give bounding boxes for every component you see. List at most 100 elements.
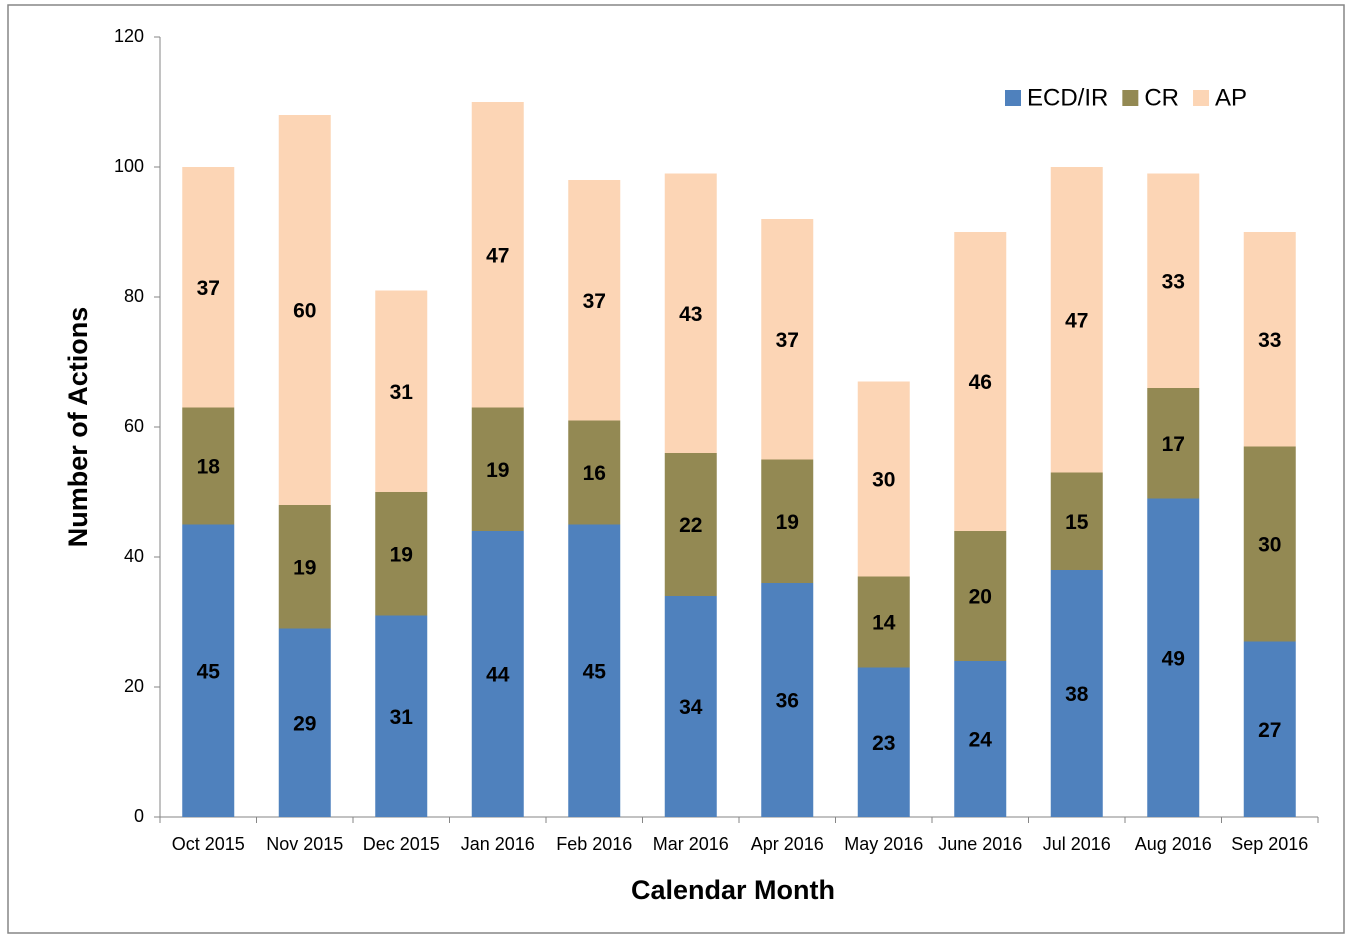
x-tick-label: Sep 2016 (1231, 834, 1308, 854)
data-label: 31 (390, 706, 414, 729)
bar-segment (954, 531, 1007, 661)
bar-segment (857, 576, 910, 668)
bar-segment (1147, 173, 1200, 388)
bar-segment (182, 167, 235, 408)
data-label: 37 (776, 329, 799, 352)
data-label: 23 (872, 732, 895, 755)
bar-segment (1050, 570, 1103, 817)
data-label: 19 (293, 556, 316, 579)
bar-segment (568, 524, 621, 817)
bar-segment (375, 615, 428, 817)
x-tick-label: May 2016 (844, 834, 923, 854)
data-label: 29 (293, 712, 316, 735)
bar-segment (375, 290, 428, 492)
bar-segment (1147, 498, 1200, 817)
y-tick-label: 40 (124, 546, 144, 566)
x-tick-label: June 2016 (938, 834, 1022, 854)
data-label: 46 (969, 371, 992, 394)
bar-segment (278, 505, 331, 629)
data-label: 30 (872, 469, 895, 492)
x-tick-label: Jan 2016 (461, 834, 535, 854)
data-label: 16 (583, 462, 606, 485)
bar-segment (857, 381, 910, 577)
data-label: 22 (679, 514, 702, 537)
data-label: 20 (969, 586, 992, 609)
data-label: 19 (486, 459, 509, 482)
bar-segment (568, 420, 621, 525)
data-label: 33 (1162, 270, 1185, 293)
data-label: 14 (872, 612, 896, 635)
data-label: 60 (293, 300, 316, 323)
y-tick-label: 100 (114, 156, 144, 176)
bar-segment (278, 115, 331, 505)
y-tick-label: 0 (134, 806, 144, 826)
data-label: 27 (1258, 719, 1281, 742)
y-tick-label: 80 (124, 286, 144, 306)
x-tick-label: Mar 2016 (653, 834, 729, 854)
bar-segment (761, 583, 814, 817)
data-label: 47 (1065, 309, 1088, 332)
data-label: 45 (197, 660, 221, 683)
y-tick-label: 20 (124, 676, 144, 696)
y-tick-label: 60 (124, 416, 144, 436)
data-label: 38 (1065, 683, 1089, 706)
bar-segment (761, 459, 814, 583)
data-label: 36 (776, 690, 799, 713)
data-label: 44 (486, 664, 510, 687)
x-tick-label: Jul 2016 (1043, 834, 1111, 854)
x-tick-label: Apr 2016 (751, 834, 824, 854)
data-label: 45 (583, 660, 607, 683)
y-axis-title: Number of Actions (63, 307, 93, 548)
bar-segment (954, 232, 1007, 531)
legend-swatch (1193, 90, 1210, 106)
x-tick-label: Dec 2015 (363, 834, 440, 854)
bar-segment (761, 219, 814, 460)
data-label: 37 (583, 290, 606, 313)
bar-segment (568, 180, 621, 421)
x-tick-label: Feb 2016 (556, 834, 632, 854)
data-label: 37 (197, 277, 220, 300)
legend-label: CR (1144, 84, 1179, 111)
data-label: 17 (1162, 433, 1185, 456)
bar-segment (1147, 388, 1200, 499)
data-label: 15 (1065, 511, 1089, 534)
data-label: 34 (679, 696, 703, 719)
legend-swatch (1005, 90, 1021, 106)
y-tick-label: 120 (114, 26, 144, 46)
bar-segment (375, 492, 428, 616)
bar-segment (471, 407, 524, 531)
data-label: 19 (776, 511, 799, 534)
bar-segment (664, 173, 717, 453)
data-label: 33 (1258, 329, 1281, 352)
bar-segment (471, 102, 524, 408)
bar-segment (1050, 167, 1103, 473)
data-label: 49 (1162, 647, 1185, 670)
bar-segment (857, 667, 910, 817)
bar-segment (1243, 446, 1296, 642)
bar-segment (1243, 232, 1296, 447)
x-tick-label: Oct 2015 (172, 834, 245, 854)
legend-label: ECD/IR (1027, 84, 1108, 111)
data-label: 24 (969, 729, 993, 752)
bar-segment (664, 453, 717, 596)
bar-segment (664, 596, 717, 817)
x-tick-label: Aug 2016 (1135, 834, 1212, 854)
data-label: 31 (390, 381, 414, 404)
bar-segment (1050, 472, 1103, 570)
data-label: 43 (679, 303, 702, 326)
bar-segment (182, 524, 235, 817)
x-tick-label: Nov 2015 (266, 834, 343, 854)
bar-segment (1243, 641, 1296, 817)
bar-segment (278, 628, 331, 817)
data-label: 19 (390, 543, 413, 566)
bar-segment (471, 531, 524, 817)
x-axis-title: Calendar Month (631, 875, 835, 905)
bar-segment (182, 407, 235, 525)
legend-swatch (1122, 90, 1139, 106)
data-label: 47 (486, 244, 509, 267)
bar-segment (954, 661, 1007, 817)
data-label: 30 (1258, 534, 1281, 557)
legend-label: AP (1215, 84, 1247, 111)
data-label: 18 (197, 456, 221, 479)
